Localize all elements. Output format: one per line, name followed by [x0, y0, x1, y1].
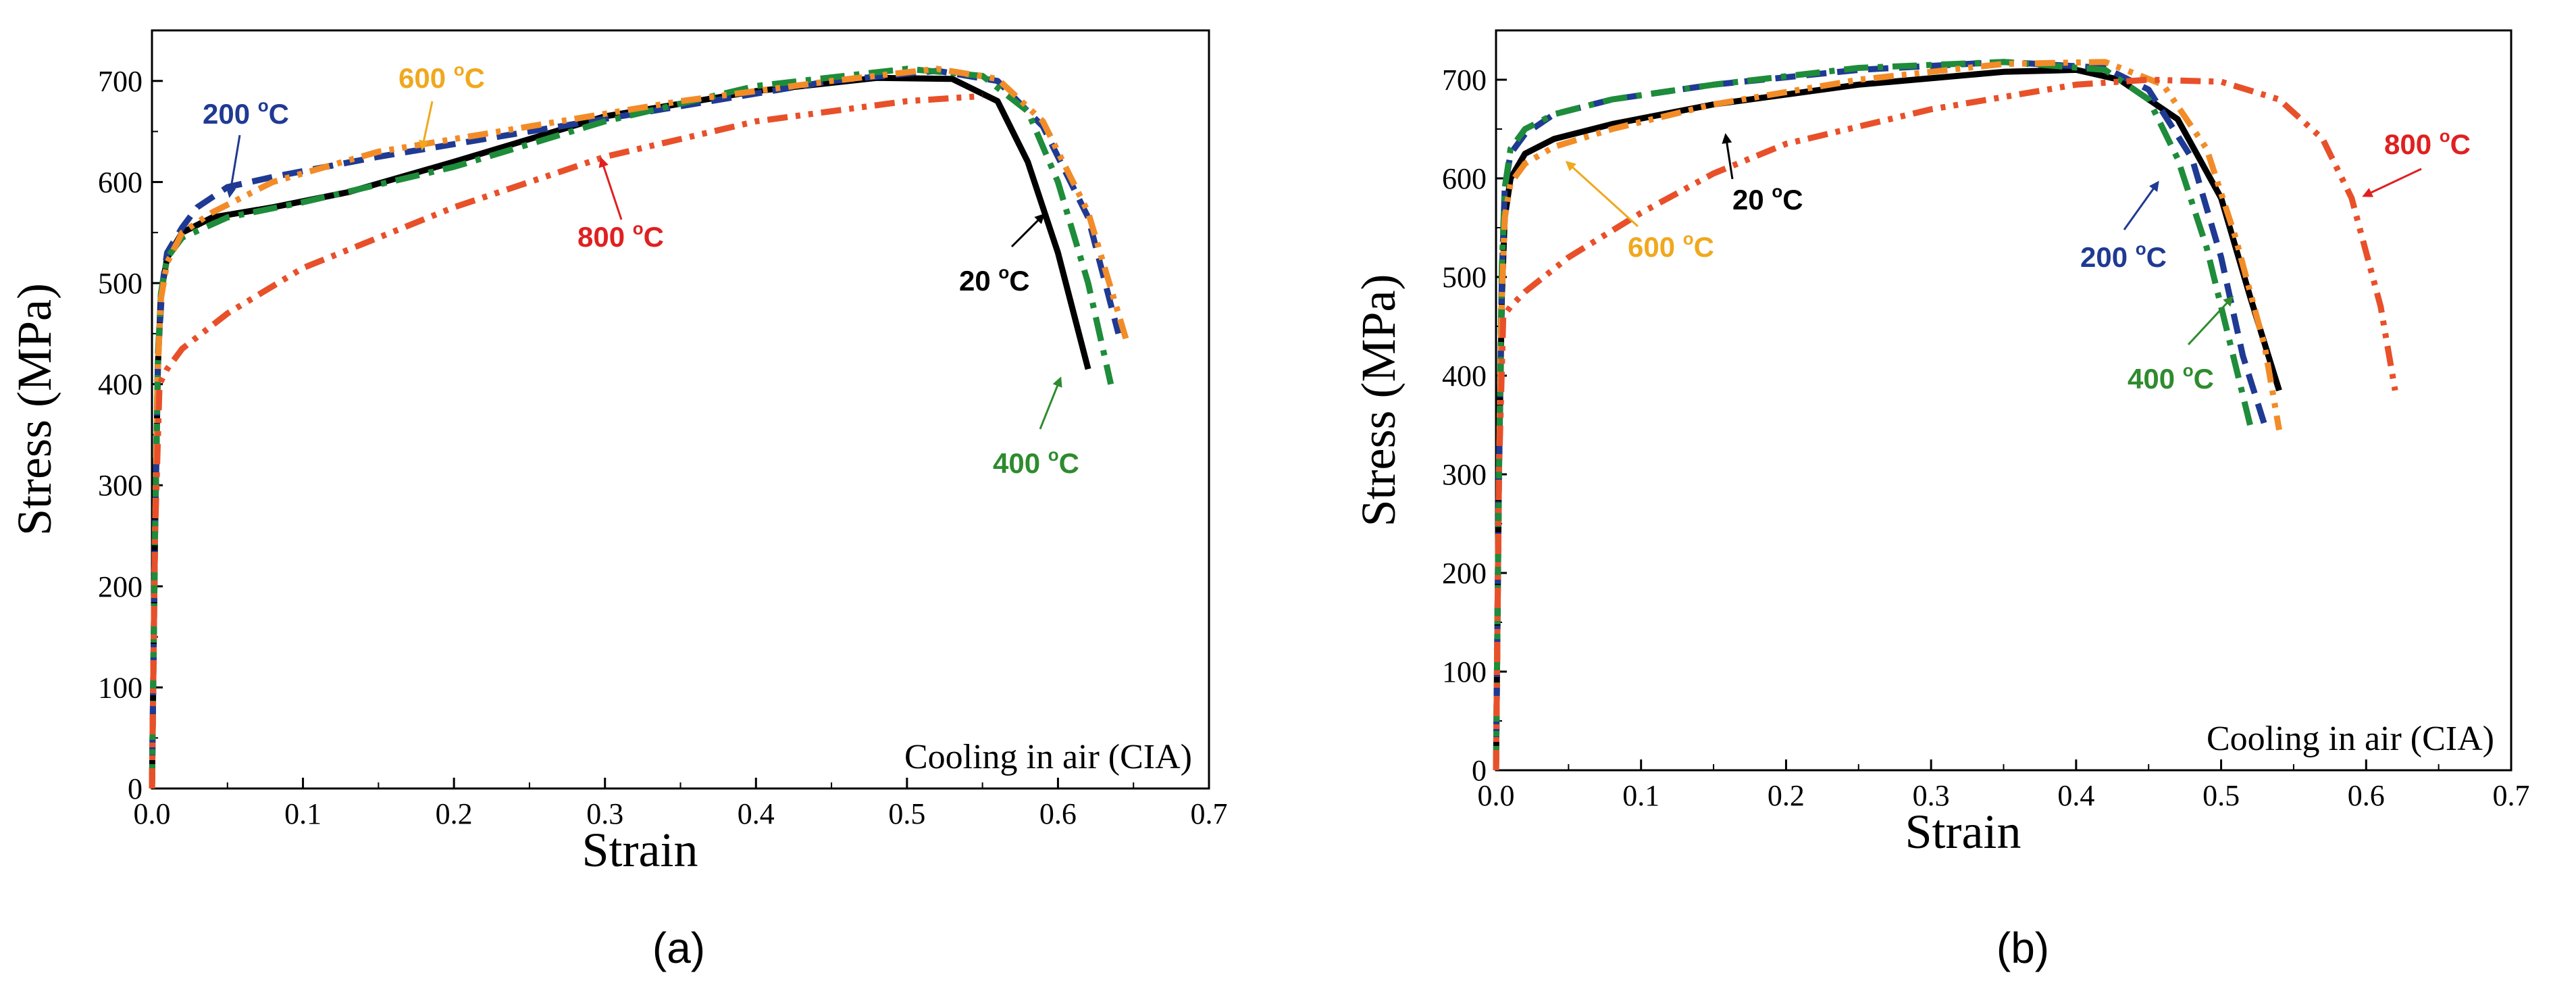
x-tick-label: 0.2 [436, 797, 473, 830]
y-tick-label: 600 [98, 166, 143, 199]
y-tick-label: 500 [1442, 261, 1487, 294]
label-arrow-800C [2362, 168, 2422, 197]
panel-caption: (b) [1997, 924, 2049, 972]
series-line-600C [1493, 59, 2282, 771]
series-label-600C: 600 oC [398, 59, 485, 94]
series-label-800C: 800 oC [2384, 126, 2471, 160]
y-tick-label: 100 [1442, 655, 1487, 688]
y-tick-label: 0 [128, 772, 143, 805]
y-tick-label: 700 [98, 65, 143, 98]
x-tick-label: 0.7 [2493, 779, 2530, 812]
x-tick-label: 0.0 [134, 797, 171, 830]
y-tick-label: 300 [98, 469, 143, 502]
series-label-600C: 600 oC [1628, 228, 1714, 263]
panel-caption: (a) [652, 924, 705, 972]
x-tick-label: 0.1 [284, 797, 321, 830]
series-line-600C [149, 66, 1129, 789]
y-axis-title: Stress (MPa) [7, 283, 61, 536]
x-tick-label: 0.3 [1913, 779, 1950, 812]
label-arrow-400C [1039, 376, 1062, 430]
label-arrow-600C [419, 101, 434, 151]
series-line-400C [149, 66, 1114, 789]
x-axis-title: Strain [1905, 805, 2021, 859]
label-arrow-800C [598, 157, 623, 220]
y-axis-title: Stress (MPa) [1351, 274, 1406, 527]
y-tick-label: 300 [1442, 458, 1487, 491]
series-line-20C [1493, 66, 2282, 771]
x-tick-label: 0.4 [2057, 779, 2094, 812]
series-label-400C: 400 oC [993, 445, 1079, 479]
x-tick-label: 0.4 [738, 797, 775, 830]
annotation-cooling-in-air: Cooling in air (CIA) [904, 738, 1192, 776]
x-tick-label: 0.1 [1622, 779, 1659, 812]
y-tick-label: 500 [98, 267, 143, 300]
y-tick-label: 200 [98, 570, 143, 603]
series-line-400C [1493, 59, 2253, 771]
y-tick-label: 100 [98, 671, 143, 704]
x-tick-label: 0.5 [888, 797, 925, 830]
x-axis-title: Strain [582, 823, 698, 877]
x-tick-label: 0.2 [1768, 779, 1805, 812]
y-tick-label: 400 [1442, 359, 1487, 393]
chart-panel-b: 0.0 0.1 0.2 0.3 0.4 0.5 0.6 0.7 0 100 200 300 400 500… [1351, 29, 2530, 859]
x-tick-label: 0.0 [1478, 779, 1515, 812]
x-tick-label: 0.3 [586, 797, 623, 830]
series-line-800C [1493, 76, 2398, 771]
series-line-20C [149, 74, 1091, 789]
y-tick-label: 700 [1442, 64, 1487, 97]
series-label-20C: 20 oC [1732, 181, 1803, 216]
series-label-200C: 200 oC [2080, 239, 2167, 273]
plot-frame [151, 29, 1210, 790]
series-label-400C: 400 oC [2128, 360, 2214, 395]
series-line-800C [149, 93, 983, 789]
x-tick-label: 0.6 [1039, 797, 1077, 830]
series-label-200C: 200 oC [203, 95, 289, 130]
series-label-800C: 800 oC [577, 218, 664, 253]
label-arrow-200C [2123, 180, 2159, 230]
y-tick-label: 600 [1442, 162, 1487, 195]
label-arrow-20C [1010, 213, 1046, 248]
series-label-20C: 20 oC [959, 262, 1030, 297]
plot-frame [1495, 29, 2513, 772]
series-line-200C [1493, 59, 2268, 771]
label-arrow-400C [2187, 295, 2234, 346]
y-tick-label: 200 [1442, 557, 1487, 590]
x-tick-label: 0.7 [1191, 797, 1228, 830]
y-tick-label: 0 [1472, 754, 1487, 787]
label-arrow-600C [1565, 160, 1639, 228]
x-tick-label: 0.6 [2348, 779, 2385, 812]
chart-panel-a: 0.0 0.1 0.2 0.3 0.4 0.5 0.6 0.7 0 100 200 300 400 500… [7, 29, 1228, 877]
x-tick-label: 0.5 [2203, 779, 2240, 812]
series-line-200C [149, 68, 1122, 789]
annotation-cooling-in-air: Cooling in air (CIA) [2207, 720, 2494, 758]
y-tick-label: 400 [98, 368, 143, 401]
label-arrow-20C [1722, 133, 1734, 180]
label-arrow-200C [226, 134, 241, 198]
